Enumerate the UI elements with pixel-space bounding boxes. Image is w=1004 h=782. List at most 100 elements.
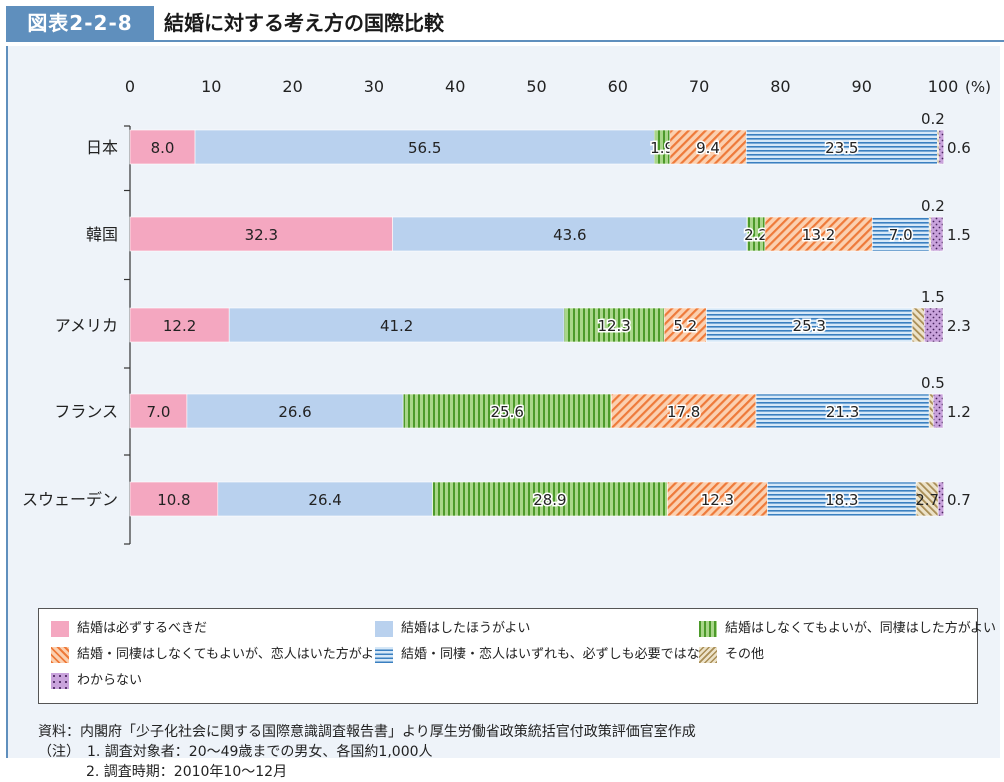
data-label: 1.2 [947,403,971,421]
data-label: 10.8 [157,491,190,509]
data-label: 9.4 [696,139,720,157]
data-label: 26.4 [308,491,341,509]
header-divider [6,40,1004,42]
legend-swatch [51,621,69,637]
bar-segment [610,393,757,429]
legend-swatch [51,647,69,663]
x-unit-label: (%) [965,78,991,96]
data-label: 21.3 [826,403,859,421]
bar-segment [402,393,612,429]
legend-label: 結婚・同棲・恋人はいずれも、必ずしも必要ではない [401,647,713,662]
category-label: フランス [54,402,118,421]
legend-swatch [375,621,393,637]
data-label: 0.2 [921,197,945,215]
bar-segment [764,216,873,252]
bar-segment [129,481,219,517]
source-note: 資料：内閣府「少子化社会に関する国際意識調査報告書」より厚生労働省政策統括官付政… [38,724,696,740]
x-tick-label: 90 [852,77,872,96]
bar-segment [432,481,668,517]
data-label: 2.7 [915,491,939,509]
legend-label: 結婚はしなくてもよいが、同棲はした方がよい [725,621,997,636]
data-label: 7.0 [889,226,913,244]
data-label: 32.3 [245,226,278,244]
data-label: 23.5 [825,139,858,157]
data-label: 25.3 [793,317,826,335]
category-label: 韓国 [86,225,118,244]
data-label: 0.5 [921,374,945,392]
x-tick-label: 70 [689,77,709,96]
figure-title: 結婚に対する考え方の国際比較 [164,11,444,35]
note-2: 2. 調査時期：2010年10～12月 [86,764,288,780]
data-label: 12.3 [597,317,630,335]
data-label: 56.5 [408,139,441,157]
data-label: 0.7 [947,491,971,509]
bar-segment [563,307,665,343]
x-tick-label: 50 [526,77,546,96]
bar-segment [667,481,768,517]
x-tick-label: 100 [928,77,959,96]
legend-swatch [699,621,717,637]
bar-segment [129,393,188,429]
legend-label: 結婚はしたほうがよい [401,621,531,636]
chart-svg: 0 10 20 30 40 50 60 70 80 90 100 (%) 日本 8.0 56.5 1.9 9.4… [22,77,991,545]
data-label: 7.0 [147,403,171,421]
figure-header: 図表2-2-8 結婚に対する考え方の国際比較 [0,0,1004,44]
bar-segment [129,216,393,252]
data-label: 13.2 [802,226,835,244]
chart-panel: 0 10 20 30 40 50 60 70 80 90 100 (%) 日本 8.0 56.5 1.9 9.4… [6,46,1000,780]
bar-segment [186,393,404,429]
notes: 資料：内閣府「少子化社会に関する国際意識調査報告書」より厚生労働省政策統括官付政… [38,722,696,782]
data-label: 12.3 [701,491,734,509]
bar-segment [871,216,930,252]
bar-segment [706,307,913,343]
note-1: （注） 1. 調査対象者：20～49歳までの男女、各国約1,000人 [38,744,433,760]
legend-swatch [699,647,717,663]
data-label: 25.6 [491,403,524,421]
x-tick-label: 60 [608,77,628,96]
data-label: 26.6 [278,403,311,421]
data-label: 17.8 [667,403,700,421]
bar-segment [932,393,944,429]
data-label: 8.0 [151,139,175,157]
data-label: 18.3 [825,491,858,509]
bar-segment [228,307,565,343]
bar-segment [669,129,747,165]
data-label: 41.2 [380,317,413,335]
x-tick-label: 30 [364,77,384,96]
legend-swatch [51,673,69,689]
category-label: 日本 [86,138,118,157]
data-label: 0.2 [921,110,945,128]
data-label: 1.5 [921,288,945,306]
data-label: 12.2 [163,317,196,335]
bar-segment [217,481,433,517]
data-label: 1.5 [947,226,971,244]
bar-segment [392,216,748,252]
bar-segment [767,481,917,517]
x-tick-label: 40 [445,77,465,96]
figure-label: 図表2-2-8 [6,6,154,40]
x-tick-label: 80 [770,77,790,96]
bar-segment [663,307,707,343]
bar-segment [194,129,655,165]
x-tick-label: 0 [125,77,135,96]
bar-segment [937,481,945,517]
legend-label: その他 [725,647,765,662]
data-label: 2.3 [947,317,971,335]
data-label: 0.6 [947,139,971,157]
category-label: スウェーデン [22,490,118,509]
x-tick-label: 20 [282,77,302,96]
legend-label: 結婚は必ずするべきだ [77,621,208,636]
bar-segment [129,129,196,165]
bar-segment [911,307,925,343]
legend-swatch [375,647,393,663]
bar-segment [755,393,930,429]
legend-label: 結婚・同棲はしなくてもよいが、恋人はいた方がよい [77,647,388,662]
bar-segment [129,307,230,343]
data-label: 1.9 [650,139,674,157]
data-label: 5.2 [673,317,697,335]
data-label: 28.9 [533,491,566,509]
legend-label: わからない [77,673,143,688]
bar-segment [930,216,944,252]
category-label: アメリカ [55,316,118,335]
data-label: 2.2 [744,226,768,244]
